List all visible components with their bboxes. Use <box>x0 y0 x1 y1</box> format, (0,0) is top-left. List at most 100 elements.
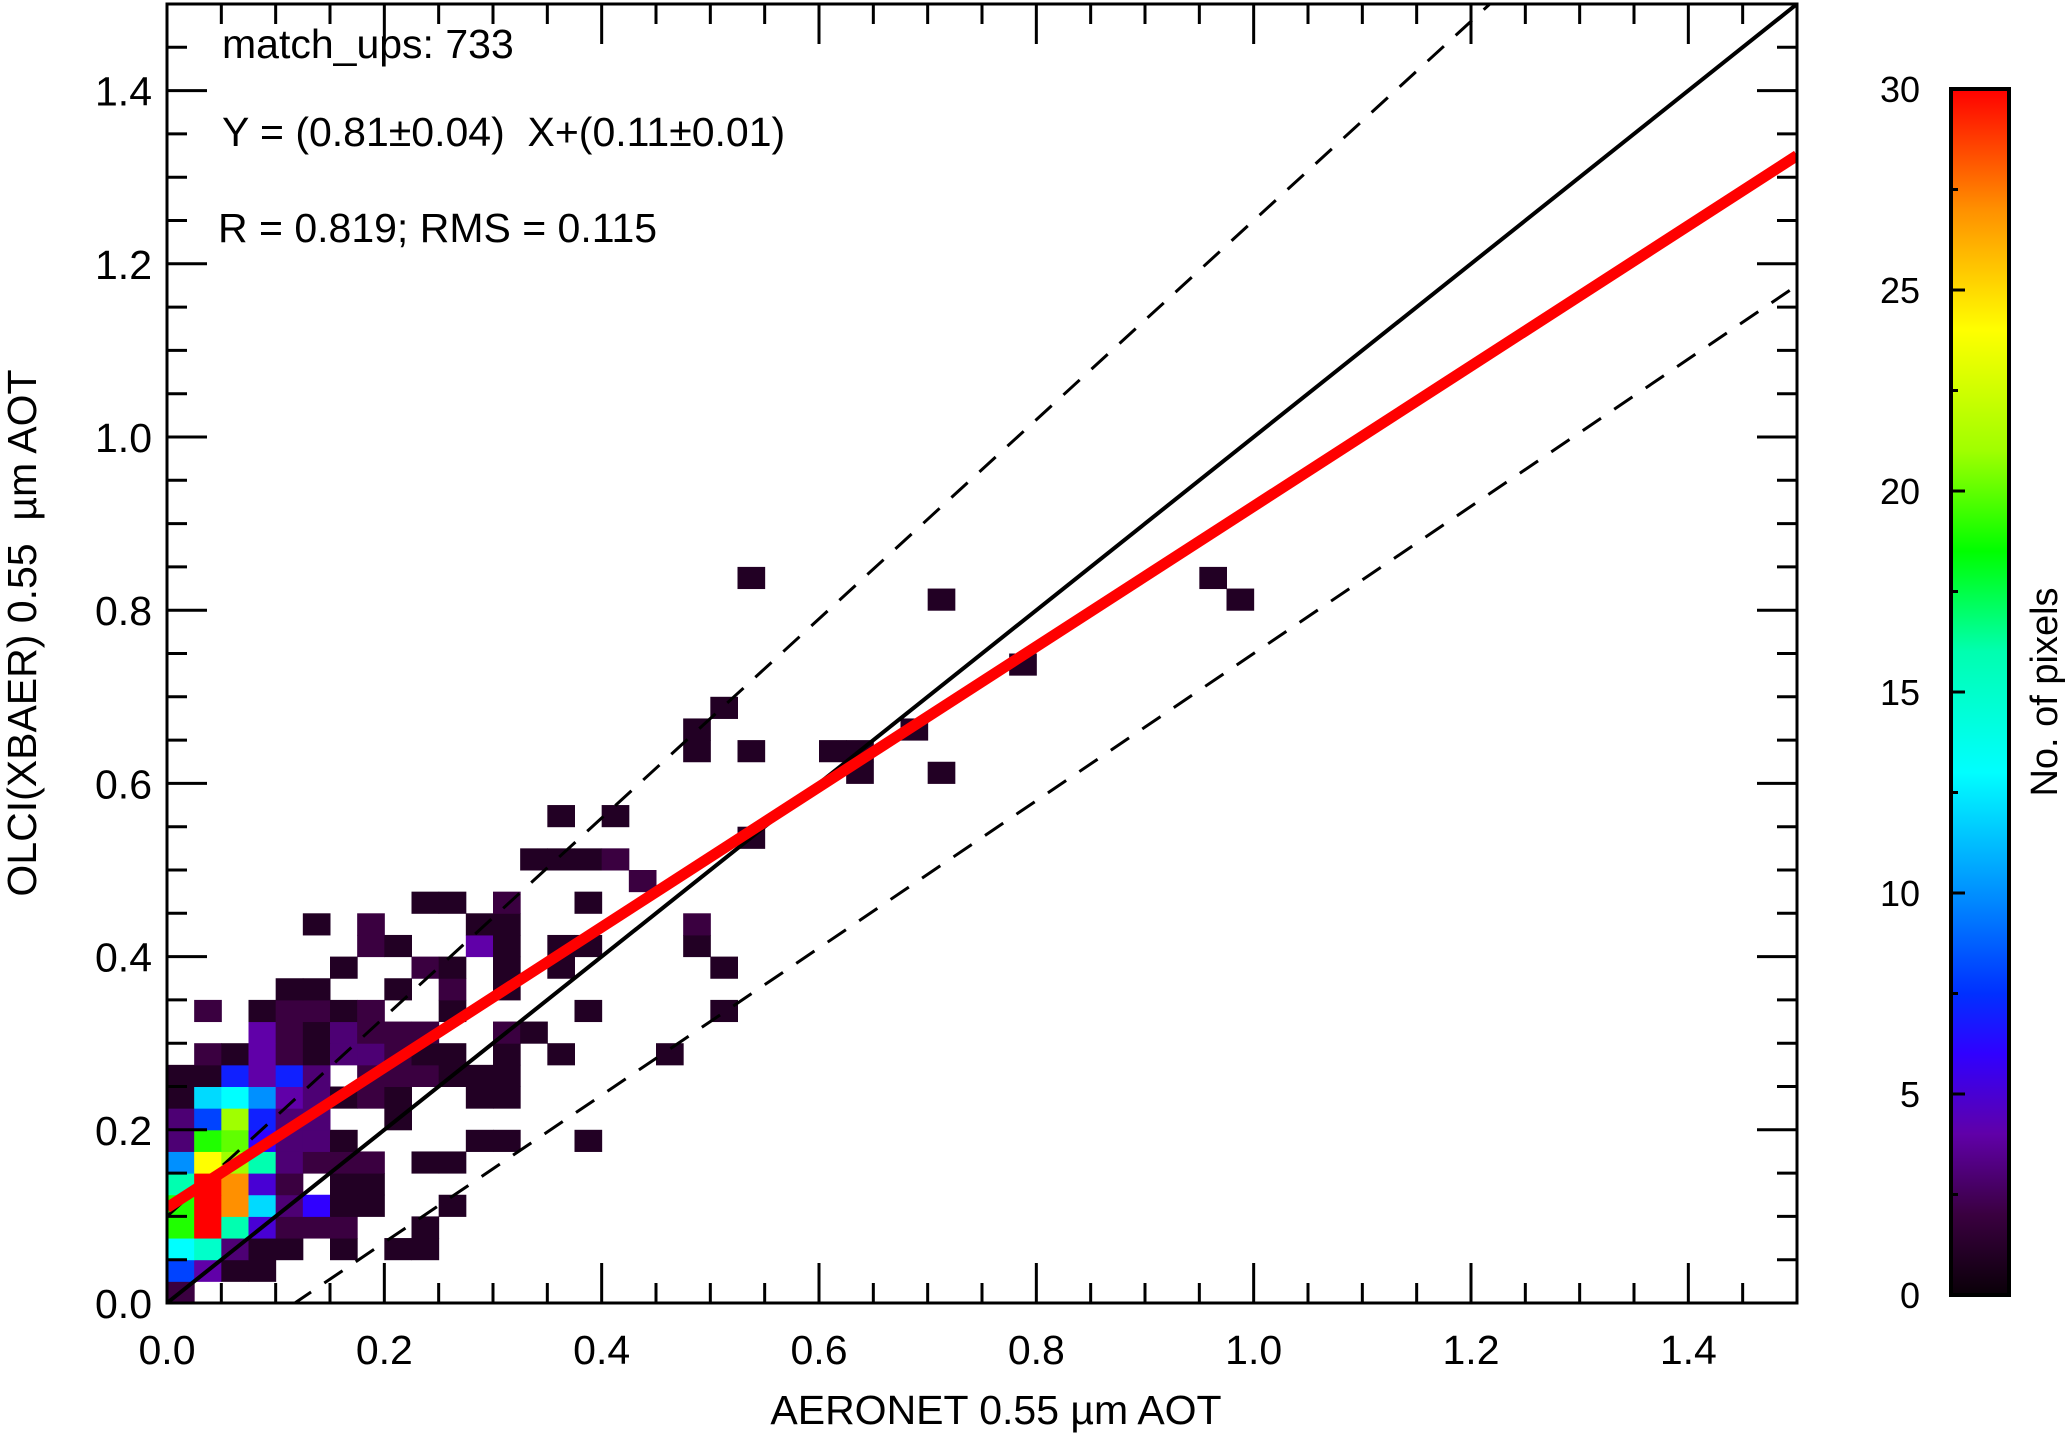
density-bin <box>520 848 548 871</box>
x-tick-label: 0.0 <box>139 1327 196 1373</box>
density-bin <box>248 1194 277 1217</box>
density-bin <box>221 1064 249 1087</box>
density-bin <box>384 1086 412 1109</box>
density-bin <box>683 913 711 936</box>
density-bin <box>302 1064 331 1087</box>
density-bin <box>248 1108 277 1131</box>
density-bin <box>357 1173 385 1196</box>
density-bin <box>357 1021 385 1044</box>
density-bin <box>384 934 412 958</box>
density-bin <box>221 1194 249 1217</box>
density-bin <box>493 956 521 979</box>
density-bin <box>1199 566 1227 590</box>
density-bin <box>302 999 331 1023</box>
density-bin <box>547 805 575 828</box>
x-tick-label: 0.4 <box>573 1327 630 1373</box>
density-bin <box>167 1259 195 1282</box>
colorbar-tick-label: 20 <box>1880 471 1920 512</box>
colorbar-tick-label: 5 <box>1900 1074 1920 1115</box>
density-bin <box>275 1173 304 1196</box>
density-bin <box>248 1259 277 1282</box>
density-bin <box>194 1043 222 1066</box>
density-bin <box>357 1086 385 1109</box>
density-bin <box>302 1151 331 1174</box>
y-tick-label: 1.4 <box>95 69 152 115</box>
density-bin <box>737 566 766 590</box>
density-bin <box>167 1064 195 1087</box>
density-bin <box>302 1216 331 1239</box>
axis-ticks <box>165 2 1799 1305</box>
density-bin <box>384 1021 412 1044</box>
colorbar-tick-label: 15 <box>1880 672 1920 713</box>
density-bin <box>275 1043 304 1066</box>
colorbar-tick-label: 10 <box>1880 873 1920 914</box>
density-bin <box>248 1238 277 1261</box>
colorbar-tick-label: 0 <box>1900 1275 1920 1316</box>
density-bin <box>357 999 385 1023</box>
density-bin <box>275 1021 304 1044</box>
density-bin <box>302 978 331 1001</box>
density-bin <box>302 1129 331 1152</box>
density-bin <box>737 740 766 763</box>
density-bin <box>167 1216 195 1239</box>
density-bin <box>194 999 222 1023</box>
density-bins <box>167 566 1255 1303</box>
annotation-stats: R = 0.819; RMS = 0.115 <box>218 205 657 251</box>
density-bin <box>710 956 738 979</box>
x-tick-label: 1.0 <box>1225 1327 1282 1373</box>
density-bin <box>683 934 711 958</box>
y-tick-labels: 0.0 0.2 0.4 0.6 0.8 1.0 1.2 1.4 <box>95 69 152 1327</box>
y-tick-label: 0.0 <box>95 1281 152 1327</box>
density-bin <box>357 1194 385 1217</box>
density-bin <box>221 1173 249 1196</box>
density-bin <box>302 1021 331 1044</box>
density-bin <box>656 1043 684 1066</box>
x-tick-label: 1.2 <box>1443 1327 1500 1373</box>
density-bin <box>465 1086 494 1109</box>
density-bin <box>438 891 467 914</box>
lower-envelope-line <box>292 284 1797 1303</box>
y-axis-label: OLCI(XBAER) 0.55 µm AOT <box>0 369 45 896</box>
density-bin <box>248 1064 277 1087</box>
density-bin <box>574 999 603 1023</box>
density-bin <box>167 1238 195 1261</box>
density-bin <box>438 978 467 1001</box>
density-bin <box>248 1021 277 1044</box>
density-bin <box>248 1086 277 1109</box>
fit-lines <box>167 4 1797 1303</box>
density-bin <box>221 1108 249 1131</box>
density-bin <box>357 1043 385 1066</box>
density-bin <box>248 999 277 1023</box>
regression-line <box>167 150 1797 1213</box>
x-tick-label: 0.2 <box>356 1327 413 1373</box>
density-bin <box>221 1129 249 1152</box>
colorbar-label: No. of pixels <box>2024 587 2066 796</box>
density-bin <box>330 956 358 979</box>
density-bin <box>411 1151 440 1174</box>
x-axis-label: AERONET 0.55 µm AOT <box>770 1387 1221 1433</box>
density-bin <box>194 1216 222 1239</box>
density-bin <box>465 1064 494 1087</box>
x-tick-label: 1.4 <box>1660 1327 1717 1373</box>
density-bin <box>275 1064 304 1087</box>
density-bin <box>927 588 956 611</box>
density-bin <box>167 1086 195 1109</box>
density-bin <box>248 1173 277 1196</box>
density-bin <box>411 1216 440 1239</box>
density-bin <box>493 1043 521 1066</box>
density-bin <box>275 1086 304 1109</box>
density-bin <box>438 1194 467 1217</box>
density-bin <box>547 1043 575 1066</box>
y-tick-label: 0.4 <box>95 935 152 981</box>
density-bin <box>330 1194 358 1217</box>
x-tick-label: 0.8 <box>1008 1327 1065 1373</box>
upper-envelope-line <box>167 4 1493 1218</box>
density-bin <box>438 1151 467 1174</box>
y-tick-label: 1.2 <box>95 242 152 288</box>
density-bin <box>574 848 603 871</box>
density-bin <box>465 934 494 958</box>
density-bin <box>194 1129 222 1152</box>
density-bin <box>194 1108 222 1131</box>
x-tick-label: 0.6 <box>791 1327 848 1373</box>
density-bin <box>628 870 657 893</box>
